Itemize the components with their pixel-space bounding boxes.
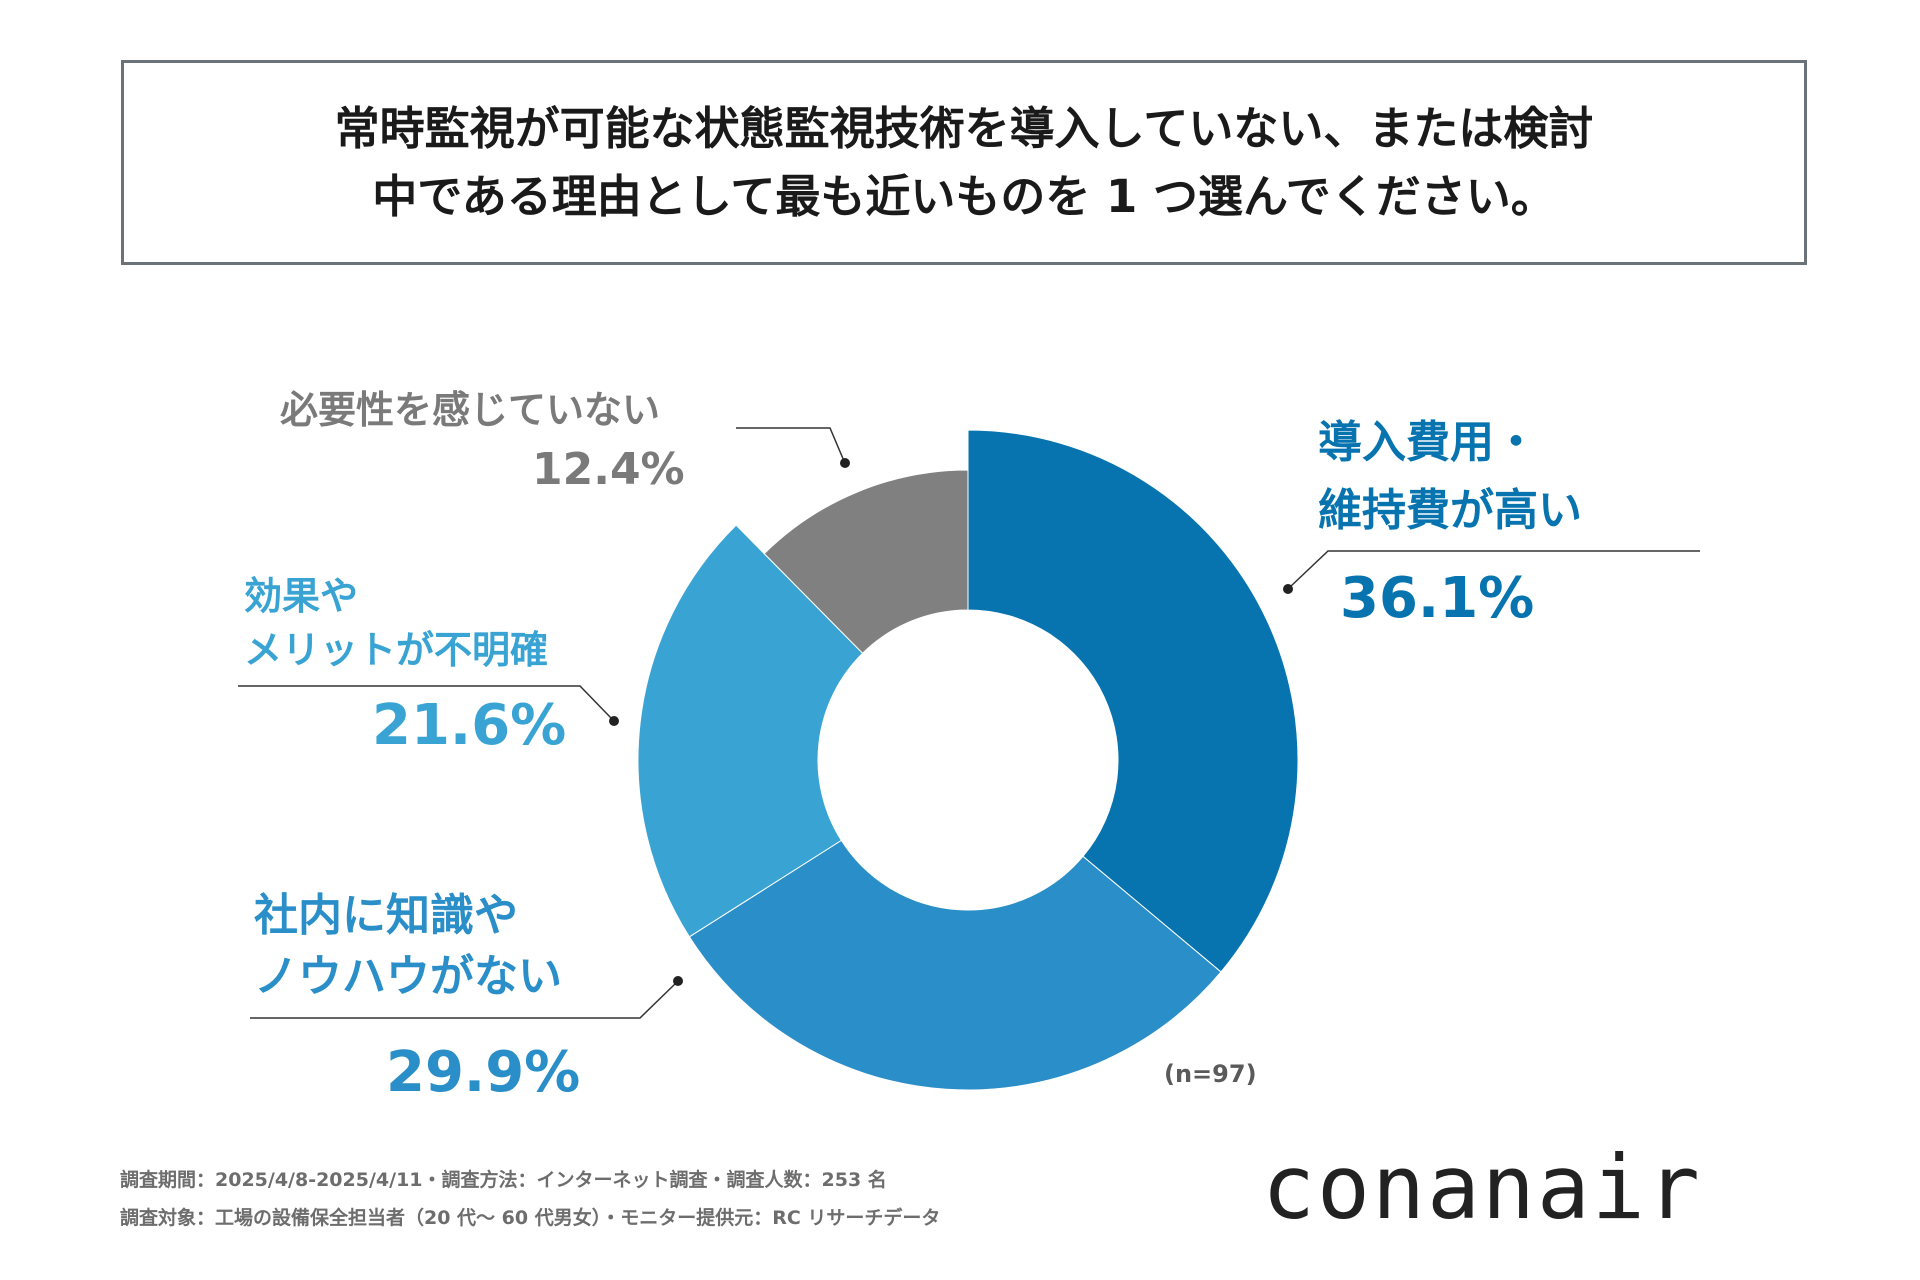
- title-box: 常時監視が可能な状態監視技術を導入していない、または検討 中である理由として最も…: [121, 60, 1807, 265]
- label-knowhow-line2: ノウハウがない: [254, 951, 562, 1002]
- title-line-2: 中である理由として最も近いものを 1 つ選んでください。: [372, 169, 1556, 223]
- slice-effect: [637, 524, 864, 938]
- label-knowhow-value: 29.9%: [386, 1040, 581, 1105]
- leader-cost-dot: [1283, 584, 1293, 594]
- leader-cost-line: [1289, 550, 1700, 588]
- footer-survey-period: 調査期間：2025/4/8-2025/4/11・調査方法：インターネット調査・調…: [120, 1169, 887, 1191]
- conanair-logo: conanair: [1262, 1136, 1702, 1239]
- label-knowhow-line1: 社内に知識や: [254, 890, 518, 941]
- slice-need: [763, 469, 969, 654]
- label-cost-value: 36.1%: [1340, 566, 1535, 631]
- label-effect-value: 21.6%: [372, 693, 567, 758]
- label-need-value: 12.4%: [532, 444, 685, 495]
- leader-knowhow-line: [250, 982, 677, 1019]
- leader-effect-dot: [609, 716, 619, 726]
- leader-need-line: [736, 427, 845, 462]
- slice-cost: [967, 429, 1299, 973]
- label-cost-line2: 維持費が高い: [1318, 485, 1582, 536]
- leader-effect-line: [238, 685, 613, 720]
- leader-need-dot: [840, 458, 850, 468]
- slice-knowhow: [688, 839, 1222, 1091]
- sample-size-note: (n=97): [1164, 1060, 1257, 1088]
- label-effect-line2: メリットが不明確: [244, 628, 549, 672]
- footer-survey-target: 調査対象：工場の設備保全担当者（20 代～ 60 代男女）・モニター提供元：RC…: [120, 1207, 941, 1229]
- title-line-1: 常時監視が可能な状態監視技術を導入していない、または検討: [334, 101, 1594, 155]
- label-cost-line1: 導入費用・: [1318, 417, 1538, 468]
- label-need-line1: 必要性を感じていない: [280, 388, 661, 432]
- label-effect-line1: 効果や: [244, 574, 359, 618]
- leader-knowhow-dot: [673, 976, 683, 986]
